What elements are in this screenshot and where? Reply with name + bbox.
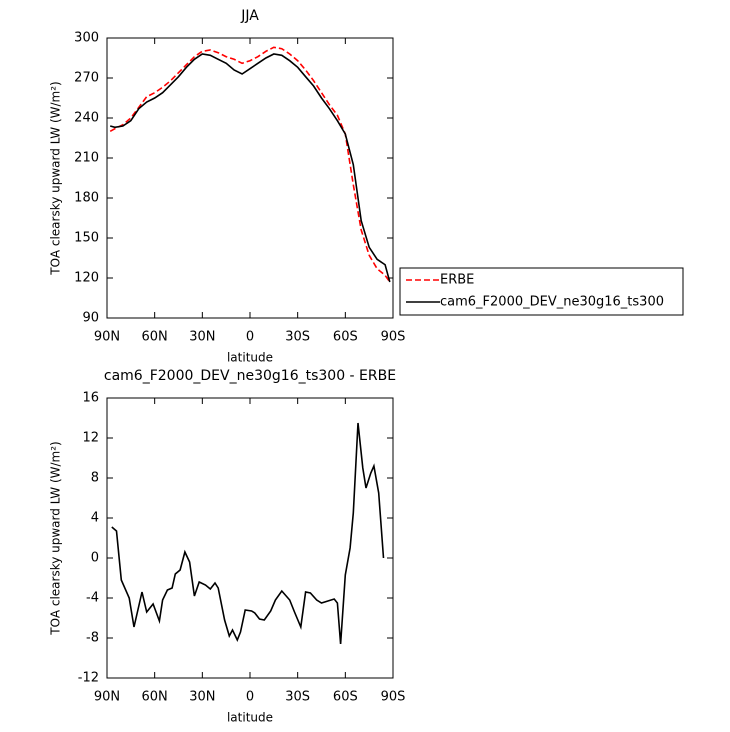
x-tick-label: 0	[246, 690, 254, 705]
y-tick-label: 4	[91, 511, 99, 526]
x-axis-label: latitude	[227, 711, 273, 725]
x-axis-label: latitude	[227, 351, 273, 365]
x-tick-label: 90N	[94, 690, 120, 705]
y-tick-label: 90	[82, 311, 99, 326]
x-tick-label: 30S	[285, 690, 310, 705]
x-tick-label: 60N	[142, 330, 168, 345]
plot-frame	[106, 397, 394, 679]
plot-frame	[106, 37, 394, 319]
legend-label: cam6_F2000_DEV_ne30g16_ts300	[440, 295, 664, 310]
chart-title: JJA	[240, 8, 259, 24]
x-tick-label: 60S	[333, 690, 358, 705]
y-axis-label: TOA clearsky upward LW (W/m²)	[49, 81, 63, 275]
x-tick-label: 0	[246, 330, 254, 345]
y-tick-label: 120	[74, 271, 99, 286]
y-tick-label: -12	[78, 671, 99, 686]
y-tick-label: 12	[82, 431, 99, 446]
series-line	[111, 422, 385, 645]
y-tick-label: 150	[74, 231, 99, 246]
y-tick-label: 16	[82, 391, 99, 406]
x-tick-label: 90N	[94, 330, 120, 345]
y-tick-label: 180	[74, 191, 99, 206]
x-tick-label: 60N	[142, 690, 168, 705]
y-tick-label: 8	[91, 471, 99, 486]
legend: ERBE cam6_F2000_DEV_ne30g16_ts300	[399, 267, 684, 316]
y-axis-label: TOA clearsky upward LW (W/m²)	[49, 441, 63, 635]
y-tick-label: -8	[86, 631, 99, 646]
x-tick-label: 30N	[189, 690, 215, 705]
y-tick-label: 300	[74, 31, 99, 46]
chart-title: cam6_F2000_DEV_ne30g16_ts300 - ERBE	[104, 368, 396, 384]
y-tick-label: 240	[74, 111, 99, 126]
legend-frame	[399, 267, 684, 316]
legend-label: ERBE	[440, 273, 474, 288]
series-line	[109, 53, 391, 283]
y-tick-label: 270	[74, 71, 99, 86]
series-line	[109, 46, 391, 283]
y-tick-label: -4	[86, 591, 99, 606]
x-tick-label: 30N	[189, 330, 215, 345]
y-tick-label: 210	[74, 151, 99, 166]
x-tick-label: 60S	[333, 330, 358, 345]
x-tick-label: 90S	[381, 690, 406, 705]
x-tick-label: 30S	[285, 330, 310, 345]
x-tick-label: 90S	[381, 330, 406, 345]
y-tick-label: 0	[91, 551, 99, 566]
